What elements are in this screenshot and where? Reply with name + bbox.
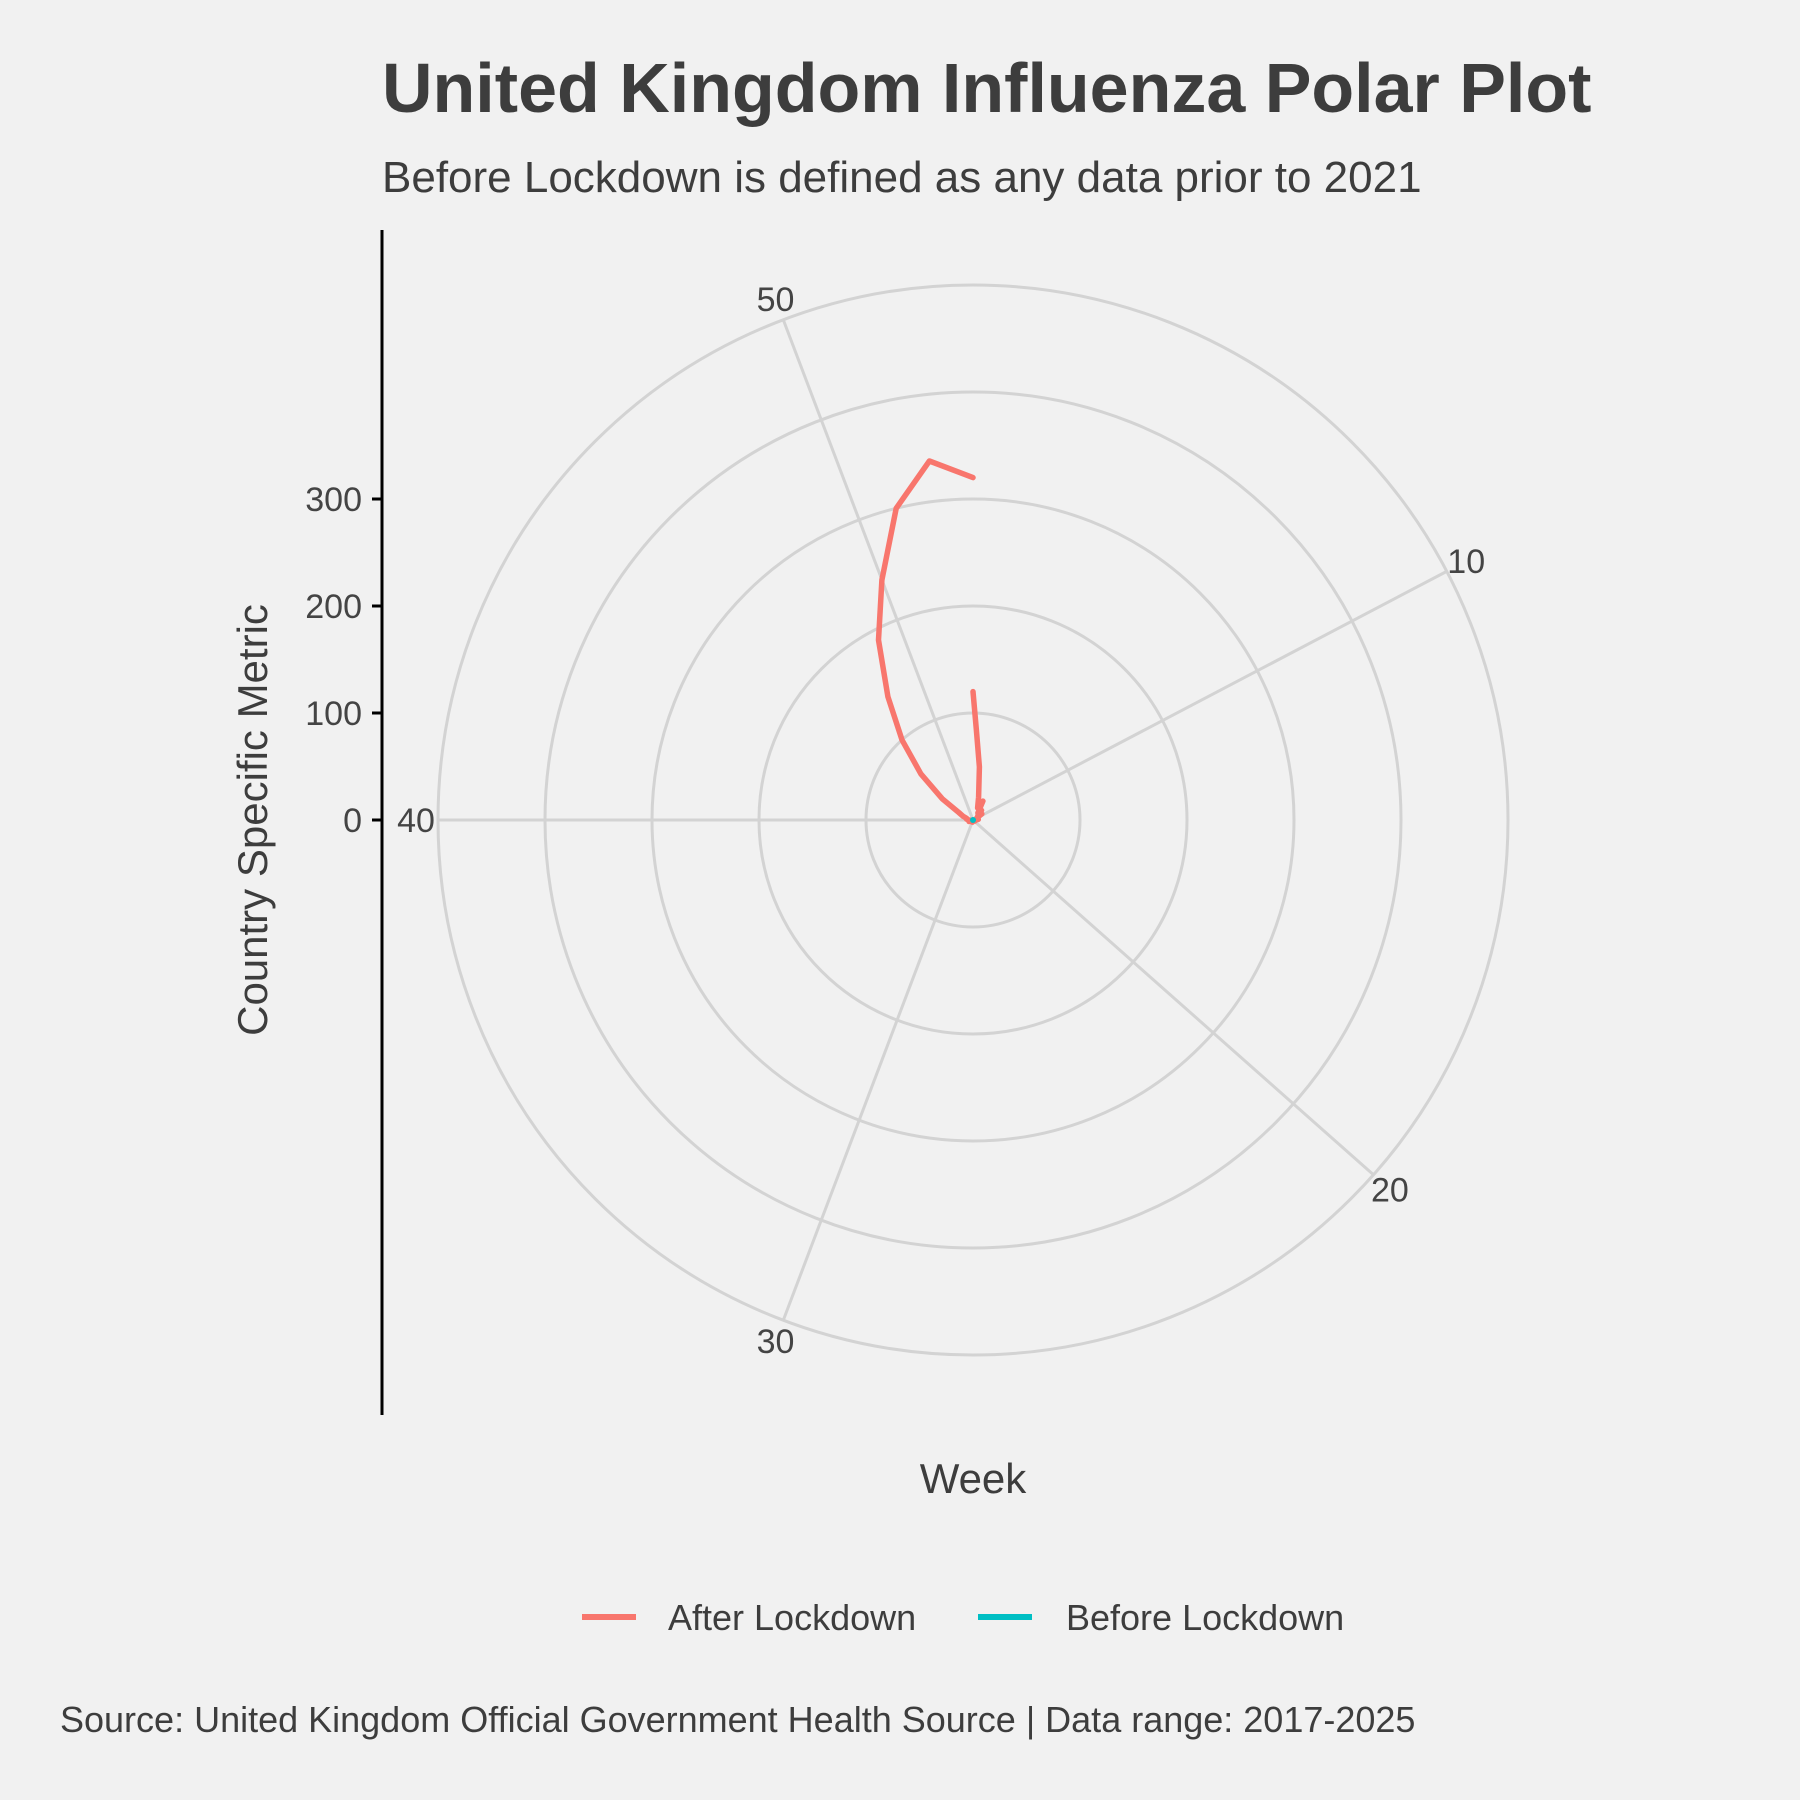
grid-spoke-50 — [781, 319, 975, 821]
x-tick-label-40: 40 — [397, 802, 435, 840]
chart-caption: Source: United Kingdom Official Governme… — [60, 1699, 1415, 1740]
grid-spoke-30 — [781, 819, 975, 1321]
x-tick-labels: 10 20 30 40 50 — [397, 281, 1485, 1361]
series-lines — [875, 458, 986, 825]
grid-spokes — [438, 319, 1448, 1321]
grid-spoke-10 — [972, 570, 1448, 822]
x-tick-label-20: 20 — [1371, 1171, 1409, 1209]
legend-label-after-lockdown: After Lockdown — [668, 1597, 916, 1638]
x-axis-title: Week — [920, 1455, 1028, 1502]
x-tick-label-10: 10 — [1447, 543, 1485, 581]
legend: After Lockdown Before Lockdown — [582, 1597, 1344, 1638]
y-axis-title: Country Specific Metric — [229, 604, 276, 1036]
y-ticks: 0 100 200 300 — [305, 481, 382, 840]
y-tick-label-0: 0 — [343, 802, 362, 840]
x-tick-label-30: 30 — [757, 1323, 795, 1361]
x-tick-label-50: 50 — [757, 281, 795, 319]
y-tick-label-200: 200 — [305, 588, 362, 626]
legend-label-before-lockdown: Before Lockdown — [1066, 1597, 1344, 1638]
chart-subtitle: Before Lockdown is defined as any data p… — [382, 153, 1422, 202]
y-tick-label-300: 300 — [305, 481, 362, 519]
series-line-after-lockdown — [875, 458, 986, 825]
y-tick-label-100: 100 — [305, 695, 362, 733]
grid-spoke-20 — [972, 818, 1375, 1176]
chart-title: United Kingdom Influenza Polar Plot — [382, 49, 1591, 127]
